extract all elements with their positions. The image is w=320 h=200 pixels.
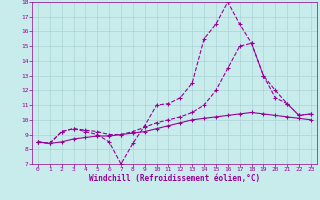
X-axis label: Windchill (Refroidissement éolien,°C): Windchill (Refroidissement éolien,°C) <box>89 174 260 183</box>
